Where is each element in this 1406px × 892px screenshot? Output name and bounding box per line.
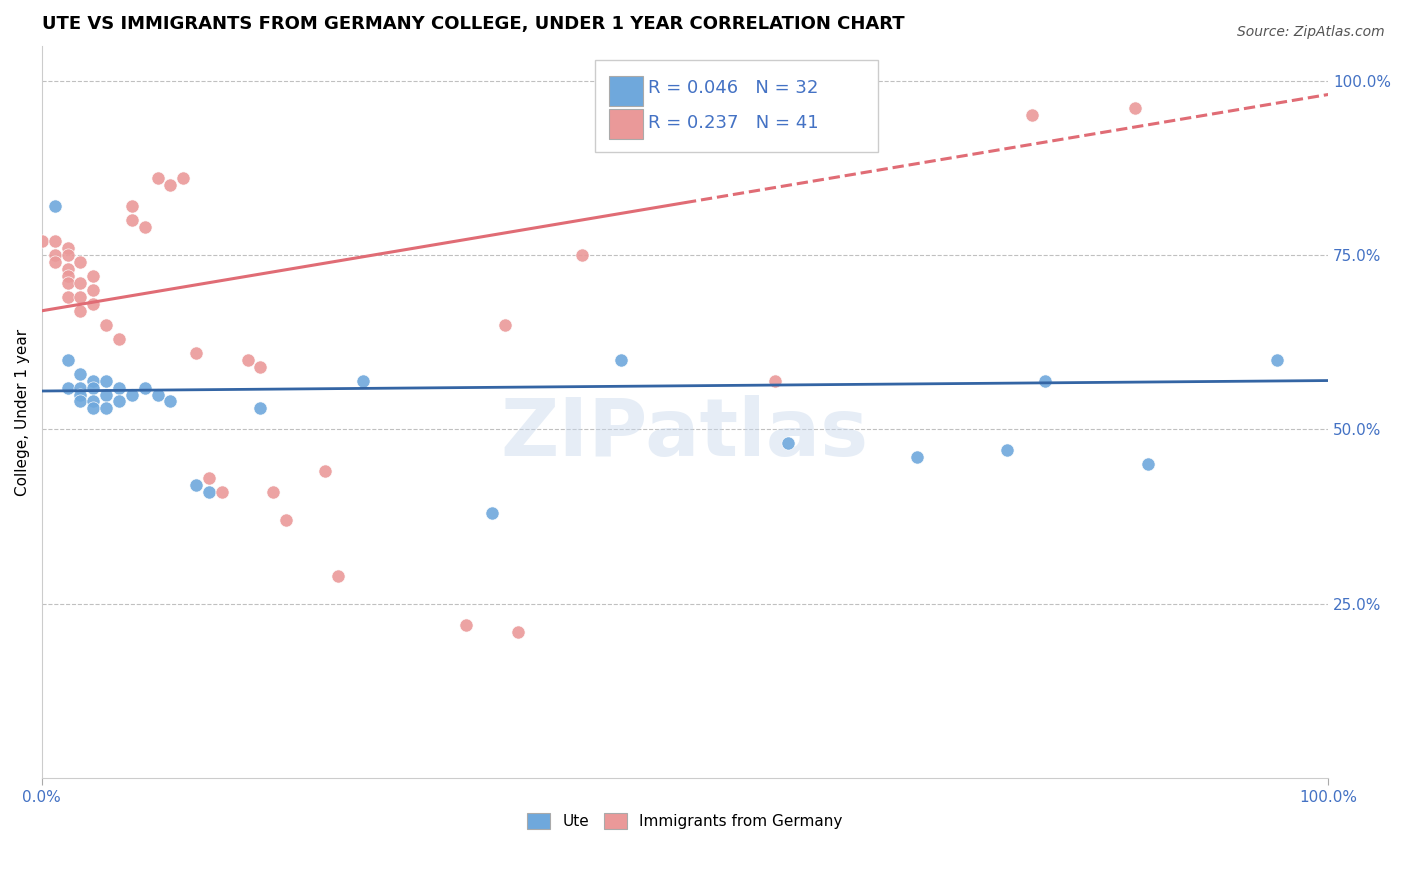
Point (82, 374, 104, 388)
Point (494, 318, 516, 332)
Point (249, 359, 271, 374)
Point (56, 241, 79, 255)
Point (56, 352, 79, 367)
Point (82, 297, 104, 311)
Point (609, 352, 631, 367)
Point (198, 471, 221, 485)
Point (249, 401, 271, 416)
Point (236, 352, 259, 367)
Point (56, 268, 79, 283)
Point (121, 213, 143, 227)
Legend: Ute, Immigrants from Germany: Ute, Immigrants from Germany (519, 805, 851, 837)
Point (82, 394, 104, 409)
Point (776, 436, 799, 450)
Y-axis label: College, Under 1 year: College, Under 1 year (15, 328, 30, 496)
Point (82, 401, 104, 416)
Point (69, 380, 91, 394)
Point (94, 387, 117, 401)
Point (108, 332, 131, 346)
Point (995, 443, 1018, 458)
Point (763, 374, 786, 388)
Point (94, 318, 117, 332)
Text: R = 0.046   N = 32: R = 0.046 N = 32 (648, 79, 818, 97)
Point (56, 380, 79, 394)
Point (69, 367, 91, 381)
Point (172, 171, 194, 186)
Point (108, 380, 131, 394)
Point (1265, 352, 1288, 367)
Point (198, 485, 221, 500)
Point (456, 617, 478, 632)
Point (69, 303, 91, 318)
Point (146, 171, 169, 186)
Point (56, 290, 79, 304)
Text: ZIPatlas: ZIPatlas (501, 395, 869, 473)
FancyBboxPatch shape (595, 61, 877, 152)
Point (146, 387, 169, 401)
Point (506, 624, 529, 639)
Point (31, 234, 53, 248)
Point (121, 387, 143, 401)
Point (211, 485, 233, 500)
FancyBboxPatch shape (609, 77, 643, 106)
Point (186, 345, 208, 359)
Text: Source: ZipAtlas.com: Source: ZipAtlas.com (1237, 25, 1385, 39)
Point (56, 248, 79, 262)
Point (314, 464, 336, 478)
Point (69, 394, 91, 409)
Point (134, 220, 156, 235)
Point (69, 387, 91, 401)
Point (108, 394, 131, 409)
Point (121, 199, 143, 213)
Point (94, 374, 117, 388)
Point (159, 178, 181, 193)
Point (571, 248, 593, 262)
Point (276, 513, 298, 527)
Point (44, 248, 66, 262)
Point (352, 374, 374, 388)
Point (69, 290, 91, 304)
Point (56, 276, 79, 290)
Point (1123, 102, 1146, 116)
Point (69, 255, 91, 269)
Point (905, 450, 928, 465)
Point (134, 380, 156, 394)
Point (69, 276, 91, 290)
Point (481, 506, 503, 520)
Point (56, 261, 79, 276)
Point (44, 199, 66, 213)
Point (159, 394, 181, 409)
Text: R = 0.237   N = 41: R = 0.237 N = 41 (648, 113, 818, 132)
Point (44, 255, 66, 269)
Point (82, 283, 104, 297)
Point (94, 401, 117, 416)
Point (326, 569, 349, 583)
Text: UTE VS IMMIGRANTS FROM GERMANY COLLEGE, UNDER 1 YEAR CORRELATION CHART: UTE VS IMMIGRANTS FROM GERMANY COLLEGE, … (42, 15, 904, 33)
Point (1021, 108, 1043, 122)
Point (82, 268, 104, 283)
Point (262, 485, 284, 500)
Point (1033, 374, 1056, 388)
Point (1137, 457, 1160, 471)
Point (44, 234, 66, 248)
Point (82, 380, 104, 394)
FancyBboxPatch shape (609, 110, 643, 138)
Point (186, 478, 208, 492)
